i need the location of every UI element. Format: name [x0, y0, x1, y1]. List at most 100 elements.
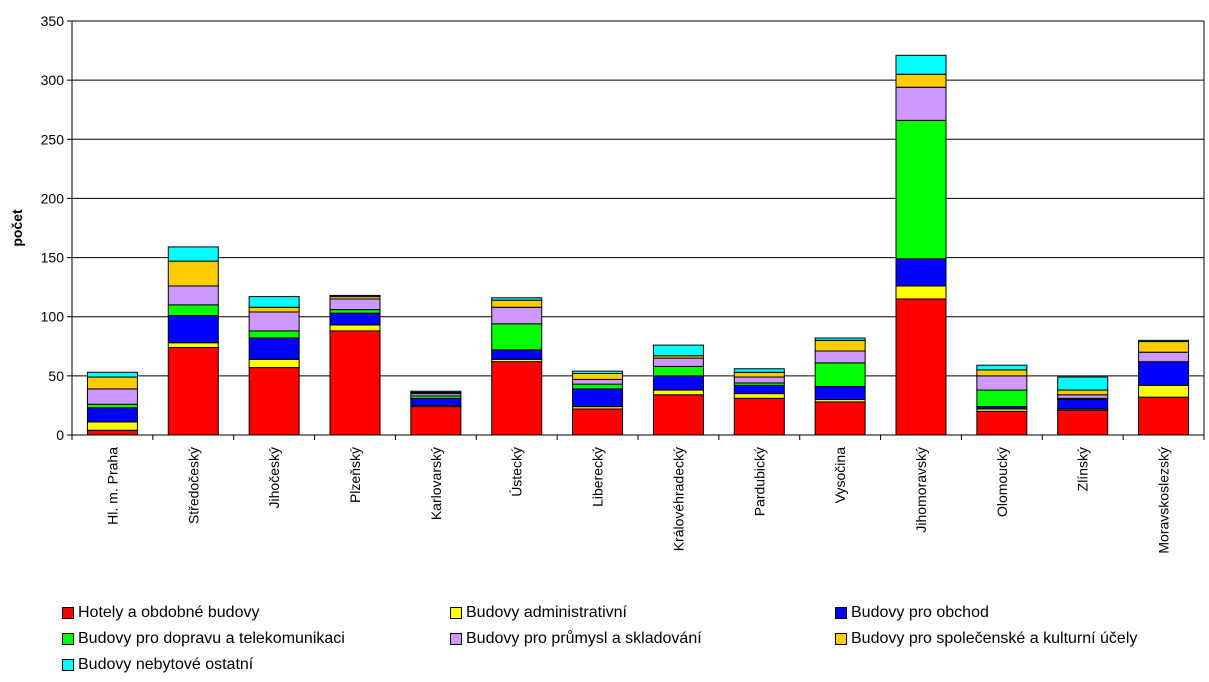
bar-segment [491, 323, 543, 351]
legend-label: Budovy pro společenské a kulturní účely [851, 630, 1138, 647]
bar-segment [86, 388, 138, 405]
x-category-label: Ústecký [509, 447, 525, 497]
legend-label: Budovy pro dopravu a telekomunikaci [78, 630, 345, 647]
bar-segment [1057, 394, 1109, 399]
bar-segment [491, 297, 543, 301]
bar-segment [895, 54, 947, 75]
bar-segment [572, 408, 624, 436]
legend-label: Hotely a obdobné budovy [78, 604, 260, 621]
y-tick-label: 150 [41, 250, 65, 266]
y-tick-label: 200 [41, 190, 65, 206]
bar-segment [1057, 389, 1109, 396]
bar-segment [410, 406, 462, 436]
y-tick-label: 350 [41, 13, 65, 29]
legend-item: Hotely a obdobné budovy [62, 604, 259, 622]
x-category-label: Pardubický [751, 447, 767, 516]
bar-segment [572, 372, 624, 380]
bar-segment [1138, 351, 1190, 363]
legend-item: Budovy pro dopravu a telekomunikaci [62, 630, 345, 648]
bar-segment [167, 246, 219, 262]
bar-segment [652, 394, 704, 436]
legend-label: Budovy administrativní [466, 604, 627, 621]
bar-segment [895, 119, 947, 260]
bar-segment [1057, 399, 1109, 410]
bar-segment [1057, 376, 1109, 391]
bar-segment [491, 299, 543, 308]
bar-segment [491, 306, 543, 325]
legend-swatch [62, 659, 74, 671]
bar-segment [329, 309, 381, 314]
bar-segment [167, 315, 219, 344]
bar-segment [86, 376, 138, 390]
bar-segment [167, 342, 219, 348]
bar-segment [652, 344, 704, 357]
x-category-label: Středočeský [185, 447, 201, 524]
bar-segment [895, 285, 947, 300]
bar-segment [572, 370, 624, 374]
y-tick-label: 100 [41, 309, 65, 325]
bar-segment [167, 285, 219, 306]
bar-segment [814, 401, 866, 436]
bar-segment [1138, 341, 1190, 353]
bar-segment [733, 393, 785, 399]
bar-segment [86, 429, 138, 436]
bar-segment [814, 362, 866, 388]
bar-segment [814, 339, 866, 352]
x-category-label: Moravskoslezský [1156, 447, 1172, 554]
bar-segment [652, 365, 704, 377]
x-category-label: Karlovarský [428, 447, 444, 520]
bar-segment [248, 367, 300, 436]
legend-label: Budovy pro obchod [851, 604, 989, 621]
bar-segment [248, 330, 300, 339]
x-category-label: Zlínský [1075, 447, 1091, 491]
bar-segment [329, 330, 381, 436]
bar-segment [814, 386, 866, 401]
bar-segment [652, 389, 704, 396]
legend-swatch [835, 607, 847, 619]
bar-segment [976, 364, 1028, 371]
x-category-label: Olomoucký [994, 447, 1010, 517]
bar-segment [329, 298, 381, 311]
bar-segment [733, 376, 785, 384]
bar-segment [895, 298, 947, 436]
bar-segment [895, 258, 947, 287]
x-category-label: Královéhradecký [670, 447, 686, 551]
bar-segment [572, 388, 624, 408]
bar-segment [86, 371, 138, 378]
bar-segment [167, 304, 219, 317]
bar-segment [248, 311, 300, 332]
bar-segment [248, 358, 300, 369]
bar-segment [1138, 384, 1190, 398]
legend: Hotely a obdobné budovy Budovy administra… [62, 604, 1202, 682]
bar-segment [167, 346, 219, 436]
x-category-label: Jihomoravský [913, 447, 929, 533]
bar-segment [652, 357, 704, 367]
bar-segment [652, 375, 704, 391]
bar-segment [329, 294, 381, 298]
legend-swatch [450, 633, 462, 645]
x-category-label: Liberecký [590, 447, 606, 507]
legend-item: Budovy pro společenské a kulturní účely [835, 630, 1137, 648]
legend-item: Budovy nebytové ostatní [62, 656, 253, 674]
bar-segment [86, 407, 138, 423]
bar-segment [491, 361, 543, 436]
y-tick-label: 250 [41, 131, 65, 147]
bar-segment [1138, 339, 1190, 343]
bar-segment [167, 260, 219, 287]
bar-segment [572, 383, 624, 390]
bar-segment [1138, 396, 1190, 436]
bar-segment [814, 350, 866, 364]
bar-segment [410, 397, 462, 406]
bar-segment [248, 337, 300, 360]
bar-segment [1057, 409, 1109, 436]
bar-segment [248, 296, 300, 308]
x-category-label: Vysočina [832, 447, 848, 504]
bar-segment [976, 375, 1028, 391]
bar-segment [733, 397, 785, 436]
x-category-label: Plzeňský [347, 447, 363, 503]
stacked-bar-chart: 0 50 100 150 200 250 300 350 Hl. m. Praha Středoč… [9, 13, 1205, 554]
bar-segment [976, 410, 1028, 436]
bar-segment [329, 312, 381, 326]
bar-segment [329, 324, 381, 332]
